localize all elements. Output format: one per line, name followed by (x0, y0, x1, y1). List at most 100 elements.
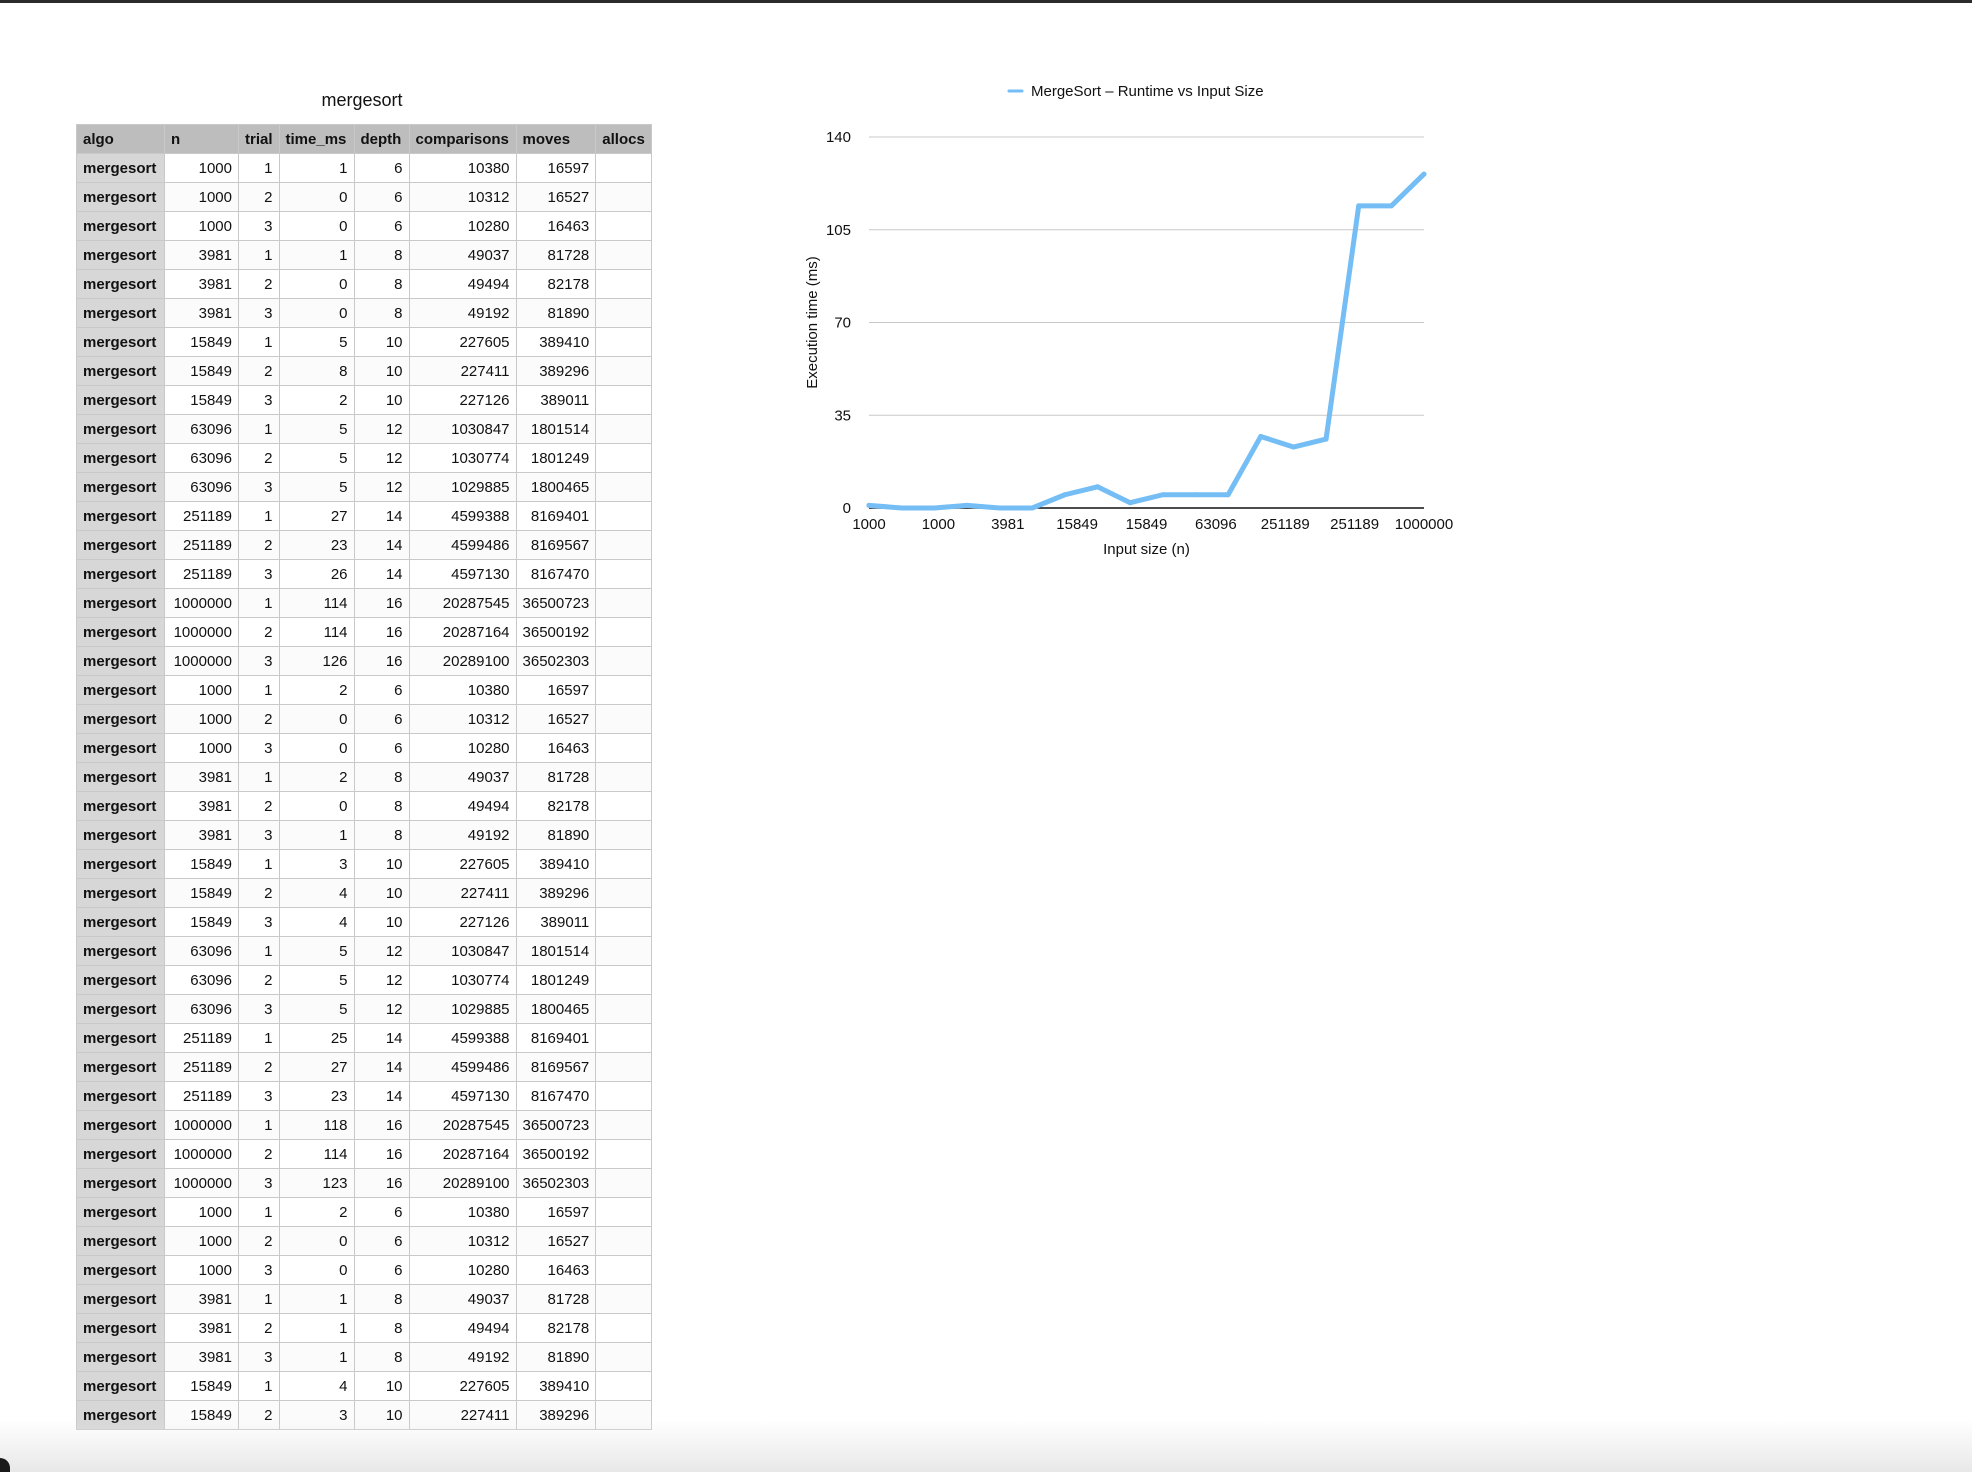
cell-allocs[interactable] (595, 443, 653, 473)
cell-allocs[interactable] (595, 298, 653, 328)
cell-n[interactable]: 3981 (164, 240, 239, 270)
cell-moves[interactable]: 16527 (515, 704, 597, 734)
cell-comparisons[interactable]: 1030774 (408, 965, 517, 995)
cell-time-ms[interactable]: 0 (278, 269, 355, 299)
cell-trial[interactable]: 3 (238, 646, 280, 676)
cell-moves[interactable]: 389296 (515, 356, 597, 386)
cell-moves[interactable]: 389296 (515, 878, 597, 908)
cell-moves[interactable]: 16527 (515, 182, 597, 212)
cell-time-ms[interactable]: 5 (278, 327, 355, 357)
cell-time-ms[interactable]: 26 (278, 559, 355, 589)
cell-n[interactable]: 15849 (164, 849, 239, 879)
cell-n[interactable]: 1000 (164, 733, 239, 763)
cell-moves[interactable]: 82178 (515, 791, 597, 821)
cell-allocs[interactable] (595, 588, 653, 618)
cell-depth[interactable]: 10 (353, 1371, 410, 1401)
cell-allocs[interactable] (595, 1400, 653, 1430)
cell-trial[interactable]: 2 (238, 617, 280, 647)
cell-trial[interactable]: 3 (238, 1255, 280, 1285)
cell-comparisons[interactable]: 227605 (408, 1371, 517, 1401)
cell-depth[interactable]: 12 (353, 414, 410, 444)
cell-comparisons[interactable]: 20287545 (408, 1110, 517, 1140)
cell-depth[interactable]: 6 (353, 153, 410, 183)
cell-comparisons[interactable]: 227605 (408, 327, 517, 357)
cell-n[interactable]: 1000 (164, 1255, 239, 1285)
cell-algo[interactable]: mergesort (76, 1081, 165, 1111)
cell-allocs[interactable] (595, 385, 653, 415)
cell-trial[interactable]: 1 (238, 501, 280, 531)
cell-depth[interactable]: 12 (353, 994, 410, 1024)
cell-n[interactable]: 1000 (164, 1226, 239, 1256)
cell-n[interactable]: 1000000 (164, 1110, 239, 1140)
cell-trial[interactable]: 1 (238, 327, 280, 357)
cell-moves[interactable]: 16463 (515, 1255, 597, 1285)
cell-moves[interactable]: 81728 (515, 240, 597, 270)
cell-trial[interactable]: 3 (238, 733, 280, 763)
cell-algo[interactable]: mergesort (76, 994, 165, 1024)
cell-time-ms[interactable]: 5 (278, 472, 355, 502)
cell-time-ms[interactable]: 0 (278, 1226, 355, 1256)
cell-time-ms[interactable]: 114 (278, 1139, 355, 1169)
cell-moves[interactable]: 389410 (515, 849, 597, 879)
cell-trial[interactable]: 1 (238, 1197, 280, 1227)
cell-allocs[interactable] (595, 733, 653, 763)
cell-algo[interactable]: mergesort (76, 791, 165, 821)
cell-trial[interactable]: 1 (238, 675, 280, 705)
cell-algo[interactable]: mergesort (76, 675, 165, 705)
cell-n[interactable]: 15849 (164, 327, 239, 357)
cell-algo[interactable]: mergesort (76, 936, 165, 966)
cell-n[interactable]: 1000000 (164, 588, 239, 618)
cell-comparisons[interactable]: 1030774 (408, 443, 517, 473)
cell-trial[interactable]: 3 (238, 994, 280, 1024)
cell-n[interactable]: 63096 (164, 936, 239, 966)
cell-algo[interactable]: mergesort (76, 1313, 165, 1343)
cell-depth[interactable]: 6 (353, 1197, 410, 1227)
cell-algo[interactable]: mergesort (76, 1052, 165, 1082)
cell-time-ms[interactable]: 118 (278, 1110, 355, 1140)
cell-comparisons[interactable]: 4599388 (408, 1023, 517, 1053)
cell-moves[interactable]: 81728 (515, 762, 597, 792)
cell-depth[interactable]: 16 (353, 617, 410, 647)
cell-algo[interactable]: mergesort (76, 878, 165, 908)
cell-trial[interactable]: 1 (238, 1110, 280, 1140)
cell-time-ms[interactable]: 0 (278, 298, 355, 328)
cell-comparisons[interactable]: 1029885 (408, 994, 517, 1024)
cell-n[interactable]: 3981 (164, 762, 239, 792)
cell-allocs[interactable] (595, 1371, 653, 1401)
cell-moves[interactable]: 36500723 (515, 588, 597, 618)
cell-n[interactable]: 251189 (164, 530, 239, 560)
cell-algo[interactable]: mergesort (76, 588, 165, 618)
cell-allocs[interactable] (595, 1023, 653, 1053)
cell-depth[interactable]: 14 (353, 501, 410, 531)
cell-depth[interactable]: 12 (353, 936, 410, 966)
cell-comparisons[interactable]: 4599388 (408, 501, 517, 531)
cell-moves[interactable]: 8169567 (515, 530, 597, 560)
cell-time-ms[interactable]: 1 (278, 1313, 355, 1343)
cell-comparisons[interactable]: 10312 (408, 182, 517, 212)
cell-trial[interactable]: 2 (238, 530, 280, 560)
cell-moves[interactable]: 36500192 (515, 1139, 597, 1169)
cell-allocs[interactable] (595, 762, 653, 792)
cell-algo[interactable]: mergesort (76, 1284, 165, 1314)
cell-trial[interactable]: 3 (238, 1168, 280, 1198)
cell-time-ms[interactable]: 1 (278, 1342, 355, 1372)
cell-time-ms[interactable]: 8 (278, 356, 355, 386)
cell-algo[interactable]: mergesort (76, 1226, 165, 1256)
cell-trial[interactable]: 2 (238, 1226, 280, 1256)
cell-trial[interactable]: 2 (238, 443, 280, 473)
cell-algo[interactable]: mergesort (76, 240, 165, 270)
cell-n[interactable]: 1000000 (164, 1168, 239, 1198)
cell-time-ms[interactable]: 0 (278, 733, 355, 763)
cell-allocs[interactable] (595, 1197, 653, 1227)
cell-comparisons[interactable]: 227126 (408, 385, 517, 415)
cell-algo[interactable]: mergesort (76, 646, 165, 676)
cell-time-ms[interactable]: 2 (278, 1197, 355, 1227)
cell-depth[interactable]: 10 (353, 385, 410, 415)
cell-allocs[interactable] (595, 1255, 653, 1285)
cell-comparisons[interactable]: 49494 (408, 1313, 517, 1343)
cell-time-ms[interactable]: 123 (278, 1168, 355, 1198)
cell-time-ms[interactable]: 0 (278, 182, 355, 212)
cell-n[interactable]: 15849 (164, 1371, 239, 1401)
cell-n[interactable]: 63096 (164, 443, 239, 473)
cell-trial[interactable]: 3 (238, 907, 280, 937)
